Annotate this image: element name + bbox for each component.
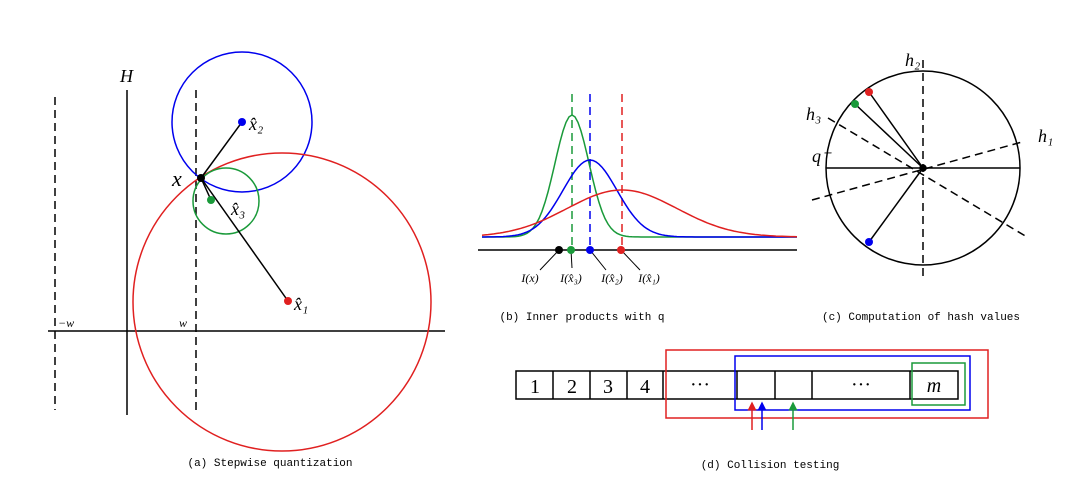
panel-a — [48, 51, 445, 452]
label: x̂₂ — [248, 114, 263, 134]
label: x̂₁ — [293, 294, 308, 314]
label: H — [119, 66, 134, 86]
panel-c — [811, 60, 1028, 278]
label: q⁻ — [812, 146, 832, 166]
label: x — [171, 166, 182, 191]
cell: ··· — [690, 374, 710, 396]
curve — [481, 189, 798, 238]
label: h₃ — [806, 104, 821, 124]
caption: (a) Stepwise quantization — [187, 458, 352, 470]
label: h₁ — [1038, 126, 1053, 146]
caption: (b) Inner products with q — [499, 312, 664, 324]
label: I(x̂₃) — [559, 271, 582, 285]
label: I(x̂₂) — [600, 271, 623, 285]
label: h₂ — [905, 50, 920, 70]
cell: 4 — [640, 376, 650, 398]
label: x̂₃ — [230, 199, 245, 219]
label: w — [179, 316, 187, 330]
caption: (d) Collision testing — [701, 460, 840, 472]
caption: (c) Computation of hash values — [822, 312, 1020, 324]
label: I(x) — [520, 271, 538, 285]
cell: ··· — [851, 374, 871, 396]
cell: 2 — [567, 376, 577, 398]
label: −w — [58, 316, 74, 330]
curve — [482, 159, 797, 238]
cell: m — [927, 375, 941, 397]
curve — [482, 114, 797, 238]
cell: 3 — [603, 376, 613, 398]
label: I(x̂₁) — [637, 271, 660, 285]
panel-b — [478, 94, 798, 271]
cell: 1 — [530, 376, 540, 398]
panel-d — [515, 349, 989, 430]
